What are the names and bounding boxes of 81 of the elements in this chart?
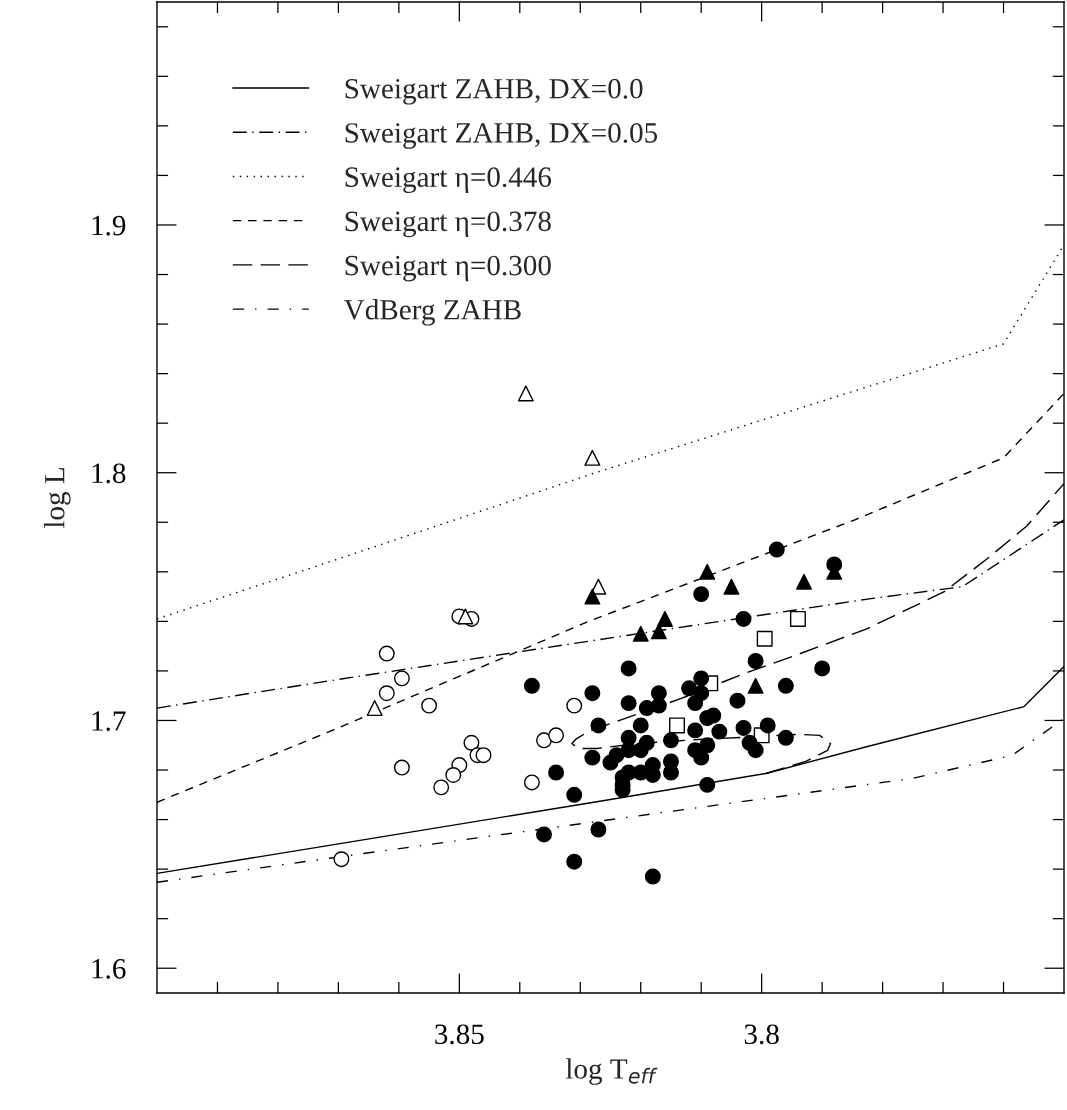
point (517, 385, 534, 402)
point (523, 774, 540, 791)
point (687, 722, 704, 739)
point (536, 826, 552, 843)
point (735, 610, 752, 627)
point (662, 732, 679, 749)
point (548, 764, 565, 781)
point (699, 563, 716, 580)
point (705, 707, 722, 724)
legend-label: Sweigart ZAHB, DX=0.0 (345, 78, 643, 105)
point (650, 697, 667, 714)
point (590, 717, 607, 734)
point (523, 677, 540, 694)
point (475, 747, 492, 764)
point (693, 670, 710, 687)
point (768, 541, 785, 558)
point (777, 729, 794, 746)
legend-label: Sweigart η=0.446 (345, 167, 552, 193)
point (584, 749, 601, 766)
x-tick-label: 3.8 (744, 1024, 779, 1045)
point (632, 717, 649, 734)
point (566, 786, 583, 803)
point (590, 821, 607, 838)
point (662, 764, 679, 781)
point (814, 660, 831, 677)
y-axis-title: log L (44, 468, 71, 529)
point (681, 680, 698, 697)
y-tick-label: 1.8 (92, 463, 126, 484)
point (463, 734, 480, 751)
point (584, 588, 601, 605)
point (433, 779, 450, 796)
point (759, 717, 776, 734)
point (620, 660, 637, 677)
point (826, 556, 843, 573)
point (656, 610, 673, 627)
point (566, 853, 583, 870)
point (789, 610, 806, 627)
point (796, 573, 812, 590)
point (650, 623, 667, 640)
y-tick-label: 1.7 (92, 711, 126, 732)
point (693, 586, 710, 603)
y-tick-label: 1.6 (92, 959, 126, 979)
point (421, 697, 438, 714)
point (632, 742, 649, 759)
x-tick-label: 3.85 (435, 1024, 484, 1045)
point (756, 630, 773, 647)
point (747, 677, 764, 694)
point (548, 727, 565, 744)
point (378, 645, 395, 662)
point (747, 742, 764, 759)
point (393, 670, 410, 687)
point (584, 685, 601, 702)
point (711, 723, 728, 740)
y-tick-label: 1.9 (92, 215, 126, 236)
point (723, 578, 740, 595)
legend-label: Sweigart ZAHB, DX=0.05 (345, 123, 658, 149)
point (584, 449, 601, 466)
point (536, 732, 552, 749)
point (747, 653, 764, 669)
legend-label: Sweigart η=0.378 (345, 211, 551, 238)
point (333, 851, 350, 868)
point (366, 700, 383, 717)
point (687, 695, 704, 712)
point (669, 717, 685, 734)
point (729, 692, 746, 709)
point (644, 868, 661, 885)
point (566, 697, 583, 714)
point (602, 754, 619, 771)
point (699, 776, 716, 793)
point (378, 685, 395, 702)
point (445, 767, 462, 783)
legend-label: Sweigart η=0.300 (345, 255, 551, 282)
point (735, 719, 752, 736)
point (620, 695, 637, 712)
point (693, 749, 710, 766)
legend-label: VdBerg ZAHB (343, 299, 521, 326)
point (393, 759, 410, 776)
x-axis-title: log T$_{eff}$ (565, 1058, 658, 1085)
point (457, 608, 474, 625)
point (777, 677, 794, 694)
point (632, 625, 649, 642)
